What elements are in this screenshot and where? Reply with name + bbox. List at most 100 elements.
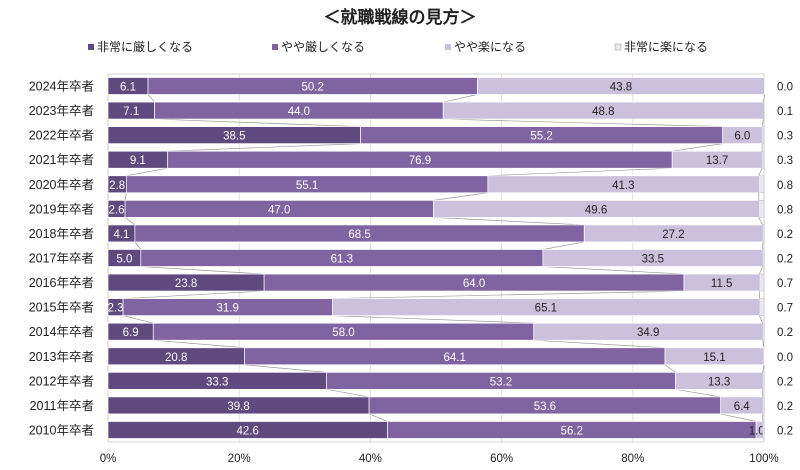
data-label: 0.2 [777, 229, 793, 241]
data-label: 31.9 [217, 303, 239, 315]
series-line [762, 94, 766, 103]
series-line [759, 315, 764, 324]
legend-label: やや厳しくなる [281, 40, 365, 54]
data-label: 5.0 [116, 253, 132, 265]
data-label: 2.8 [109, 180, 125, 192]
category-label: 2020年卒者 [29, 178, 94, 192]
data-label: 53.2 [490, 376, 512, 388]
data-label: 61.3 [331, 253, 353, 265]
chart-title: ＜就職戦線の見方＞ [324, 7, 477, 27]
data-label: 0.3 [777, 131, 793, 143]
data-label: 27.2 [662, 229, 684, 241]
series-line [140, 266, 265, 275]
bars: 2024年卒者 6.1 50.2 43.8 0.0 2023年卒者 7.1 44.0 48.8 0… [29, 77, 793, 439]
bar-segment [759, 298, 765, 316]
series-lines [123, 94, 766, 422]
bar-segment [762, 224, 765, 243]
bar-segment [476, 77, 766, 95]
series-line [433, 192, 488, 201]
series-line [672, 143, 723, 152]
x-tick-label: 40% [359, 453, 382, 465]
series-line [124, 192, 127, 201]
data-label: 0.2 [777, 425, 793, 437]
x-tick-label: 20% [228, 453, 251, 465]
series-line [126, 167, 168, 177]
bar-segment [763, 101, 765, 120]
x-tick-label: 0% [100, 453, 117, 465]
data-label: 43.8 [610, 82, 632, 94]
category-label: 2021年卒者 [29, 153, 94, 167]
series-line [533, 339, 665, 349]
data-label: 11.5 [711, 278, 733, 290]
data-label: 1.0 [749, 425, 765, 437]
series-line [758, 217, 763, 226]
category-label: 2015年卒者 [29, 301, 94, 315]
series-line [758, 168, 763, 176]
series-line [542, 266, 684, 275]
category-label: 2022年卒者 [29, 129, 94, 143]
data-label: 55.2 [530, 131, 552, 143]
bar-segment [759, 273, 765, 292]
series-line [123, 290, 265, 299]
category-label: 2013年卒者 [29, 350, 94, 364]
series-line [332, 315, 534, 324]
data-label: 13.3 [708, 376, 730, 388]
legend: 非常に厳しくなる やや厳しくなる やや楽になる 非常に楽になる [88, 40, 708, 54]
series-line [664, 364, 676, 373]
series-line [123, 315, 154, 324]
data-label: 0.2 [777, 253, 793, 265]
bar-segment [762, 396, 765, 415]
series-line [147, 94, 155, 103]
category-label: 2010年卒者 [29, 423, 94, 437]
data-label: 0.2 [777, 376, 793, 388]
data-label: 48.8 [592, 106, 614, 118]
bar-segment [762, 372, 765, 390]
data-label: 15.1 [703, 352, 725, 364]
data-label: 42.6 [237, 425, 259, 437]
bar-segment [758, 175, 765, 194]
data-label: 6.9 [123, 327, 139, 339]
x-tick-label: 60% [490, 453, 513, 465]
series-line [762, 364, 765, 373]
series-line [487, 167, 673, 177]
data-label: 34.9 [637, 327, 659, 339]
legend-label: やや楽になる [454, 40, 526, 54]
legend-label: 非常に厳しくなる [97, 40, 193, 54]
bar-segment [762, 421, 765, 439]
data-label: 0.8 [777, 204, 793, 216]
category-label: 2011年卒者 [30, 399, 94, 413]
data-label: 4.1 [113, 229, 129, 241]
series-line [759, 266, 764, 275]
bar-segment [761, 150, 765, 169]
category-label: 2019年卒者 [29, 202, 94, 216]
data-label: 0.1 [777, 106, 793, 118]
data-label: 0.0 [777, 352, 793, 364]
data-label: 23.8 [175, 278, 197, 290]
data-label: 41.3 [612, 180, 634, 192]
legend-swatch [272, 44, 278, 50]
data-label: 55.1 [296, 180, 318, 192]
data-label: 64.1 [444, 352, 466, 364]
series-line [761, 119, 764, 127]
data-label: 44.0 [288, 106, 310, 118]
data-label: 56.2 [561, 425, 583, 437]
data-label: 7.1 [123, 106, 139, 118]
data-label: 0.3 [777, 155, 793, 167]
category-label: 2018年卒者 [29, 227, 94, 241]
bar-segment [664, 347, 765, 366]
series-line [542, 241, 585, 250]
data-label: 64.0 [463, 278, 485, 290]
data-label: 49.6 [585, 204, 607, 216]
data-label: 47.0 [268, 204, 290, 216]
series-line [762, 340, 765, 348]
data-label: 20.8 [165, 352, 187, 364]
series-line [368, 413, 388, 422]
series-line [244, 364, 327, 373]
legend-swatch [614, 43, 622, 51]
data-label: 2.3 [108, 303, 124, 315]
series-line [167, 143, 361, 152]
data-label: 0.0 [777, 82, 793, 94]
series-line [332, 290, 684, 299]
category-label: 2023年卒者 [29, 104, 94, 118]
series-line [326, 388, 370, 398]
